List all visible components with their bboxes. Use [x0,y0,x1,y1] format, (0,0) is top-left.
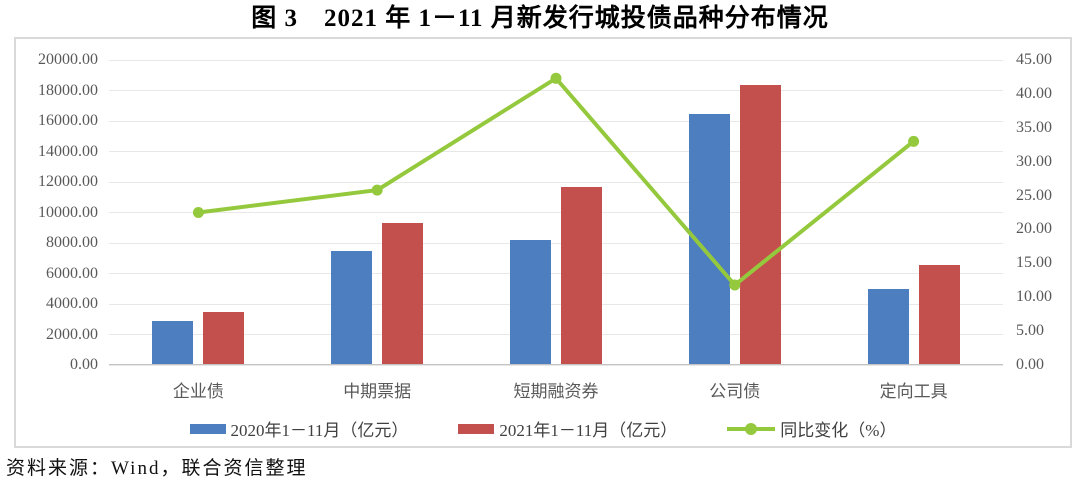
right-axis-tick: 5.00 [1016,322,1044,340]
left-axis-tick: 2000.00 [46,325,98,343]
gridline [109,242,1003,244]
bar-2020-定向工具 [867,289,909,364]
bar-2020-短期融资券 [510,239,551,364]
left-axis-tick: 18000.00 [38,81,98,99]
bar-2021-定向工具 [918,264,960,364]
x-label-定向工具: 定向工具 [879,382,948,401]
left-axis-tick: 12000.00 [38,173,98,190]
yoy-line-series [192,72,920,291]
right-axis-tick: 20.00 [1016,220,1052,238]
right-axis-tick: 0.00 [1016,356,1044,373]
legend-item-2021: 2021年1－11月（亿元） [458,416,677,441]
left-axis-tick: 10000.00 [38,203,98,221]
left-axis-tick: 4000.00 [46,295,98,312]
plot-area [109,59,1003,366]
legend: 2020年1－11月（亿元） 2021年1－11月（亿元） 同比变化（%） [16,416,1070,441]
gridline [109,181,1003,183]
chart-title: 图 3 2021 年 1－11 月新发行城投债品种分布情况 [251,5,829,32]
x-label-公司债: 公司债 [709,382,761,401]
x-label-中期票据: 中期票据 [343,382,412,401]
gridline [109,120,1003,122]
gridline [109,334,1003,335]
line-segment [198,75,915,288]
gridline [109,212,1003,213]
bar-2021-中期票据 [382,222,424,364]
legend-item-yoy: 同比变化（%） [727,416,896,441]
bar-2020-中期票据 [331,251,373,364]
right-axis-tick: 45.00 [1016,51,1052,68]
left-axis-tick: 6000.00 [46,264,98,282]
legend-label: 2020年1－11月（亿元） [230,421,409,440]
bar-2021-公司债 [739,84,781,364]
bar-2020-企业债 [152,321,194,364]
x-label-企业债: 企业债 [172,382,224,401]
left-axis-tick: 0.00 [70,356,98,373]
line-marker-短期融资券 [550,72,562,84]
line-marker-定向工具 [908,135,920,147]
gridline [109,364,1003,366]
line-marker-企业债 [192,207,204,218]
line-marker-公司债 [729,279,741,291]
gridline [109,151,1003,152]
left-axis-tick: 14000.00 [38,142,98,160]
right-axis-tick: 35.00 [1016,118,1052,136]
legend-label: 同比变化（%） [780,421,897,440]
left-axis-tick: 20000.00 [38,51,98,68]
gridline [109,59,1003,61]
gridline [109,303,1003,305]
bar-2021-企业债 [203,312,245,364]
left-axis-tick: 8000.00 [46,234,98,251]
legend-swatch [189,423,226,434]
right-axis-tick: 25.00 [1016,186,1052,204]
gridline [109,273,1003,274]
x-label-短期融资券: 短期融资券 [513,382,599,401]
left-axis-tick: 16000.00 [38,112,98,129]
bar-2021-短期融资券 [561,187,602,364]
legend-line-marker [727,422,776,435]
gridline [109,90,1003,91]
legend-swatch [458,423,495,434]
right-axis-tick: 40.00 [1016,84,1052,102]
chart-frame: 20000.00 18000.00 16000.00 14000.00 12000.00… [14,37,1072,448]
legend-label: 2021年1－11月（亿元） [499,421,678,440]
line-marker-中期票据 [371,184,383,196]
source-note: 资料来源：Wind，联合资信整理 [6,458,308,479]
right-axis-tick: 10.00 [1016,288,1052,306]
right-axis-tick: 15.00 [1016,254,1052,272]
right-axis-tick: 30.00 [1016,152,1052,170]
x-axis-line [109,364,1003,365]
legend-item-2020: 2020年1－11月（亿元） [189,416,409,441]
